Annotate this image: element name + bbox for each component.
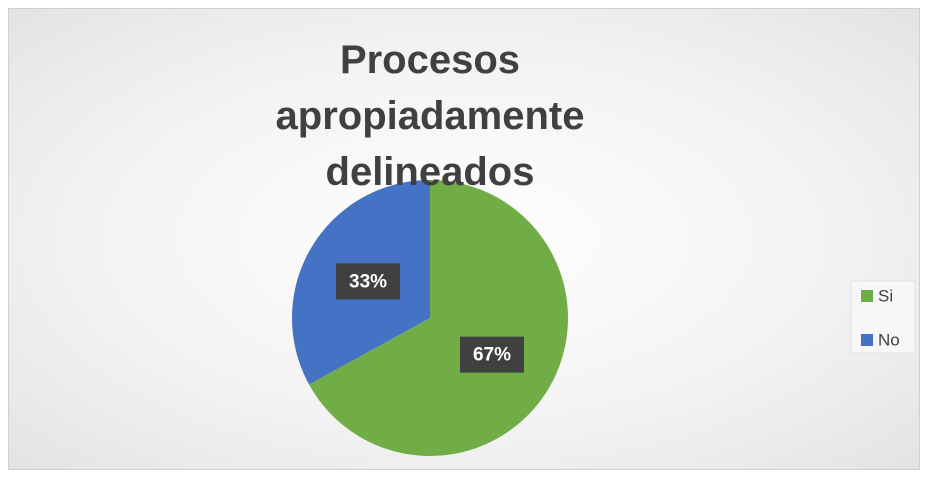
legend-swatch bbox=[861, 290, 873, 302]
pie-slice bbox=[309, 180, 569, 456]
legend-label: No bbox=[878, 330, 900, 349]
label-box bbox=[459, 336, 524, 373]
chart-title: Procesos apropiadamente delineados bbox=[275, 38, 585, 194]
legend-label: Si bbox=[878, 286, 893, 305]
value-label: 33% bbox=[349, 271, 387, 292]
legend-swatch bbox=[861, 334, 873, 346]
label-box bbox=[336, 263, 401, 300]
value-label: 67% bbox=[473, 345, 511, 366]
